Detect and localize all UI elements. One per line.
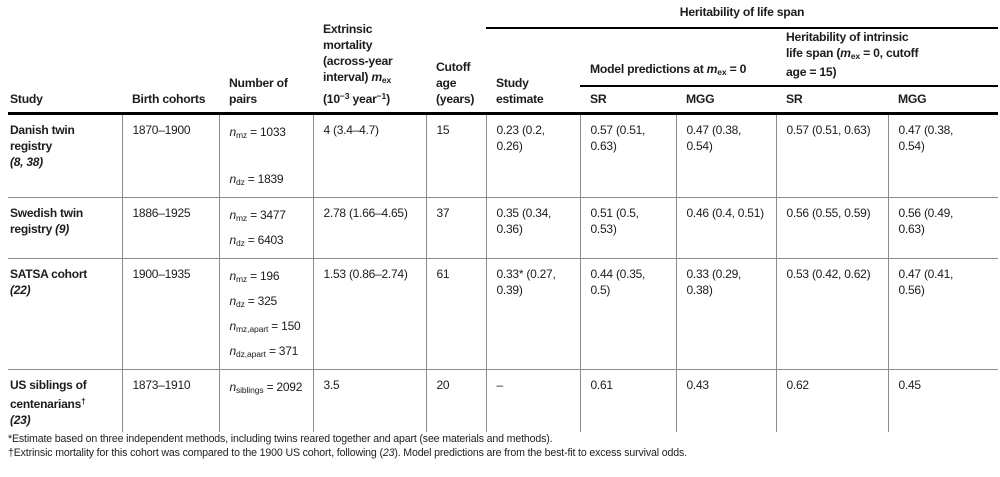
cell-birth-cohorts: 1900–1935 (121, 258, 219, 370)
col-header-study-estimate: Study estimate (486, 28, 580, 115)
cell-extrinsic-mortality: 2.78 (1.66–4.65) (312, 197, 426, 259)
cell-sr-intrinsic: 0.57 (0.51, 0.63) (775, 113, 888, 198)
cell-sr-model: 0.61 (579, 369, 676, 432)
cell-study: Danish twin registry (8, 38) (8, 113, 122, 198)
cell-mgg-intrinsic: 0.45 (887, 369, 998, 432)
header-row-subcols: SR MGG SR MGG (8, 86, 998, 115)
heritability-table: Study Birth cohorts Number of pairs Extr… (8, 0, 998, 432)
cell-study-estimate: – (485, 369, 580, 432)
cell-mgg-model: 0.33 (0.29, 0.38) (675, 258, 776, 370)
col-header-number-of-pairs: Number of pairs (219, 0, 313, 115)
table-row-us-siblings: US siblings of centenarians† (23) 1873–1… (8, 369, 998, 432)
table-body: Danish twin registry (8, 38) 1870–1900 n… (8, 113, 998, 432)
cell-study: SATSA cohort (22) (8, 258, 122, 370)
cell-mgg-intrinsic: 0.56 (0.49, 0.63) (887, 197, 998, 259)
header-row-subgroup: Study estimate Model predictions at mex … (8, 28, 998, 115)
table-row-satsa: SATSA cohort (22) 1900–1935 nmz = 196 nd… (8, 258, 998, 370)
cell-study-estimate: 0.23 (0.2, 0.26) (485, 113, 580, 198)
footnotes: *Estimate based on three independent met… (8, 433, 992, 460)
span-header-model-predictions: Model predictions at mex = 0 (580, 28, 776, 87)
cell-mgg-model: 0.46 (0.4, 0.51) (675, 197, 776, 259)
cell-mgg-intrinsic: 0.47 (0.38, 0.54) (887, 113, 998, 198)
cell-mgg-model: 0.47 (0.38, 0.54) (675, 113, 776, 198)
cell-study-estimate: 0.33* (0.27, 0.39) (485, 258, 580, 370)
cell-sr-model: 0.44 (0.35, 0.5) (579, 258, 676, 370)
cell-number-of-pairs: nmz = 1033 ndz = 1839 (218, 113, 313, 198)
footnote-dagger: †Extrinsic mortality for this cohort was… (8, 446, 687, 459)
cell-birth-cohorts: 1886–1925 (121, 197, 219, 259)
cell-cutoff-age: 20 (425, 369, 486, 432)
cell-sr-intrinsic: 0.53 (0.42, 0.62) (775, 258, 888, 370)
col-header-cutoff-age: Cutoff age (years) (426, 0, 486, 115)
col-header-mgg-model: MGG (676, 86, 776, 115)
col-header-birth-cohorts: Birth cohorts (122, 0, 219, 115)
cell-birth-cohorts: 1873–1910 (121, 369, 219, 432)
cell-number-of-pairs: nmz = 3477 ndz = 6403 (218, 197, 313, 259)
cell-sr-model: 0.57 (0.51, 0.63) (579, 113, 676, 198)
cell-birth-cohorts: 1870–1900 (121, 113, 219, 198)
table-row-danish: Danish twin registry (8, 38) 1870–1900 n… (8, 113, 998, 198)
span-header-intrinsic-life-span: Heritability of intrinsic life span (mex… (776, 28, 998, 87)
cell-study-estimate: 0.35 (0.34, 0.36) (485, 197, 580, 259)
cell-study: US siblings of centenarians† (23) (10, 378, 87, 427)
col-header-mgg-intrinsic: MGG (888, 86, 998, 115)
cell-sr-intrinsic: 0.62 (775, 369, 888, 432)
col-header-sr-model: SR (580, 86, 676, 115)
cell-extrinsic-mortality: 1.53 (0.86–2.74) (312, 258, 426, 370)
table-header: Study Birth cohorts Number of pairs Extr… (8, 0, 998, 115)
col-header-extrinsic-mortality: Extrinsic mortality (across-year interva… (313, 0, 426, 115)
cell-cutoff-age: 15 (425, 113, 486, 198)
cell-mgg-intrinsic: 0.47 (0.41, 0.56) (887, 258, 998, 370)
cell-extrinsic-mortality: 4 (3.4–4.7) (312, 113, 426, 198)
cell-mgg-model: 0.43 (675, 369, 776, 432)
cell-cutoff-age: 61 (425, 258, 486, 370)
cell-cutoff-age: 37 (425, 197, 486, 259)
cell-sr-intrinsic: 0.56 (0.55, 0.59) (775, 197, 888, 259)
footnote-asterisk: *Estimate based on three independent met… (8, 433, 553, 445)
col-header-study: Study (8, 0, 122, 115)
cell-study: Swedish twin registry (9) (8, 197, 122, 259)
cell-number-of-pairs: nmz = 196 ndz = 325 nmz,apart = 150 ndz,… (218, 258, 313, 370)
header-row-group: Study Birth cohorts Number of pairs Extr… (8, 0, 998, 115)
table-row-swedish: Swedish twin registry (9) 1886–1925 nmz … (8, 197, 998, 259)
cell-sr-model: 0.51 (0.5, 0.53) (579, 197, 676, 259)
cell-extrinsic-mortality: 3.5 (312, 369, 426, 432)
col-header-sr-intrinsic: SR (776, 86, 888, 115)
span-header-heritability-life-span: Heritability of life span (486, 0, 998, 29)
cell-number-of-pairs: nsiblings = 2092 (218, 369, 313, 432)
